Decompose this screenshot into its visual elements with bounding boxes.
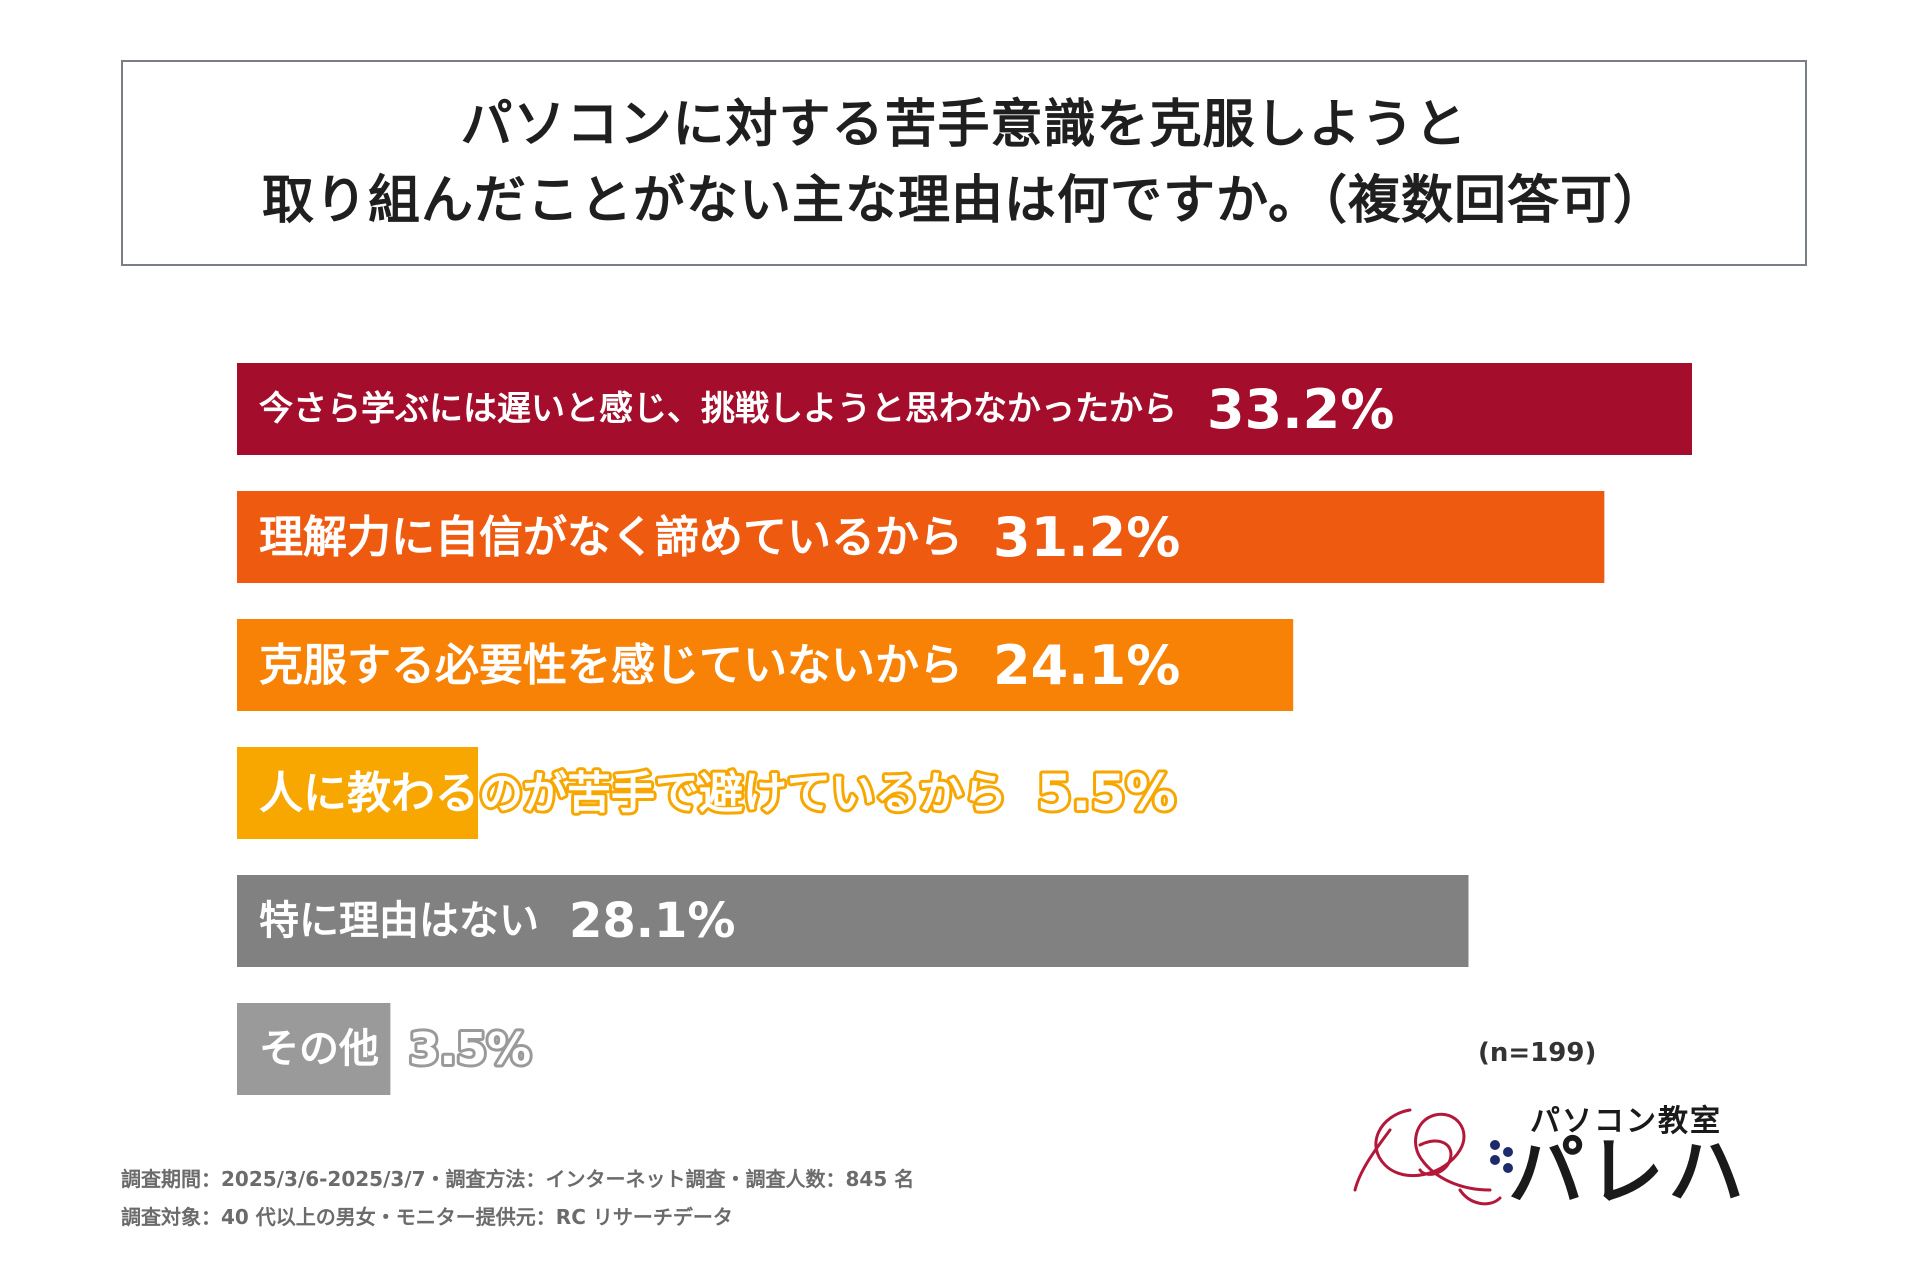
bar-4 [237,747,479,839]
category-label-6: その他 [259,1026,379,1072]
category-label-4: 人に教わるのが苦手で避けているから [259,768,1007,819]
bar-6 [237,1003,391,1095]
logo-emblem [1353,1108,1513,1206]
chart-title-line-2: 取り組んだことがない主な理由は何ですか。（複数回答可） [262,171,1666,231]
category-label-2: 理解力に自信がなく諦めているから [259,512,963,563]
category-label-5: 特に理由はない [259,898,539,944]
value-label-3: 24.1% [993,634,1180,697]
bar-5 [237,875,1469,967]
value-label-6: 3.5% [409,1024,531,1075]
sample-size-label: (n=199) [1478,1038,1597,1068]
category-label-3: 克服する必要性を感じていないから [259,640,963,691]
bar-label-1: 今さら学ぶには遅いと感じ、挑戦しようと思わなかったから 33.2% [259,378,1394,441]
chart-title-box: パソコンに対する苦手意識を克服しようと 取り組んだことがない主な理由は何ですか。… [121,60,1807,266]
value-label-2: 31.2% [993,506,1180,569]
value-label-1: 33.2% [1207,378,1394,441]
bar-label-3: 克服する必要性を感じていないから 24.1% [259,634,1180,697]
logo-subtitle: パソコン教室 [1530,1104,1722,1139]
bar-label-2: 理解力に自信がなく諦めているから 31.2% [259,506,1180,569]
bar-2 [237,491,1605,583]
chart-title-line-1: パソコンに対する苦手意識を克服しようと [460,95,1468,155]
footnote-survey-target: 調査対象：40 代以上の男女・モニター提供元：RC リサーチデータ [121,1205,733,1229]
logo-name: パレハ [1508,1127,1748,1216]
footnote-survey-period: 調査期間：2025/3/6-2025/3/7・調査方法：インターネット調査・調査… [121,1167,915,1191]
bar-3 [237,619,1294,711]
bar-label-5: 特に理由はない 28.1% [259,893,736,949]
bar-label-4: 人に教わるのが苦手で避けているから 5.5% [259,764,1176,822]
bar-1 [237,363,1692,455]
value-label-4: 5.5% [1037,764,1176,822]
category-label-1: 今さら学ぶには遅いと感じ、挑戦しようと思わなかったから [259,389,1177,429]
bar-label-6: その他 3.5% [259,1024,531,1075]
value-label-5: 28.1% [569,893,736,949]
